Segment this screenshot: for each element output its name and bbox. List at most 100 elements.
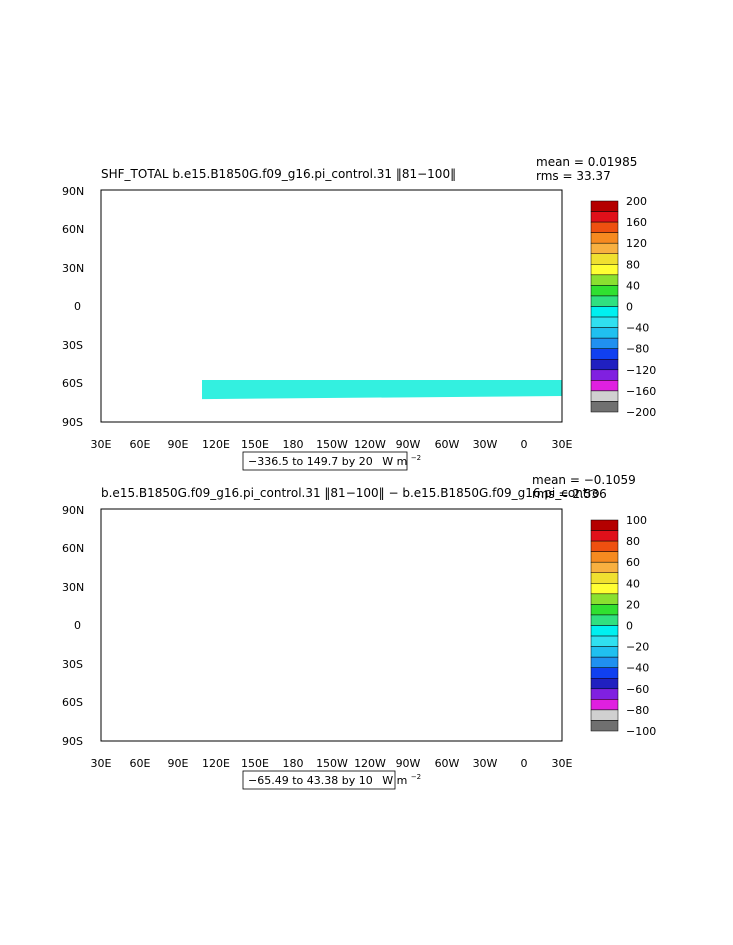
- lon-label: 90E: [168, 438, 189, 451]
- colorbar-swatch: [590, 583, 619, 595]
- map-field: [101, 509, 562, 741]
- svg-text:−65.49 to 43.38 by 10: −65.49 to 43.38 by 10 W m −2: [248, 773, 421, 787]
- lat-label: 30S: [62, 339, 83, 352]
- colorbar-label: −80: [626, 704, 649, 717]
- colorbar-swatch: [590, 604, 619, 616]
- colorbar-swatch: [590, 646, 619, 658]
- colorbar-swatch: [590, 253, 619, 265]
- colorbar-label: 0: [626, 620, 633, 633]
- lon-label: 30E: [91, 757, 112, 770]
- lon-label: 60E: [130, 438, 151, 451]
- colorbar-swatch: [590, 316, 619, 328]
- svg-text:−336.5 to 149.7 by 20: −336.5 to 149.7 by 20 W m −2: [248, 454, 421, 468]
- mean-stat: mean = −0.1059: [532, 473, 636, 487]
- colorbar-swatch: [590, 688, 619, 700]
- colorbar-swatch: [590, 519, 619, 531]
- colorbar-label: −200: [626, 406, 656, 419]
- colorbar-label: 80: [626, 258, 640, 271]
- colorbar-label: −160: [626, 385, 656, 398]
- lat-label: 30N: [62, 262, 84, 275]
- colorbar-swatch: [590, 614, 619, 626]
- contour-info-box: −65.49 to 43.38 by 10 W m −2: [242, 770, 421, 790]
- units-exponent: −2: [411, 454, 421, 462]
- units: W m: [382, 455, 407, 468]
- colorbar-label: −40: [626, 662, 649, 675]
- lat-label: 0: [74, 300, 81, 313]
- map-field: [202, 380, 562, 422]
- colorbar-swatch: [590, 285, 619, 297]
- panel-title: b.e15.B1850G.f09_g16.pi_control.31 ‖81−1…: [101, 486, 600, 500]
- lat-label: 60N: [62, 223, 84, 236]
- lat-label: 90N: [62, 504, 84, 517]
- colorbar-swatch: [590, 709, 619, 721]
- lon-label: 90W: [396, 757, 421, 770]
- mean-stat: mean = 0.01985: [536, 155, 637, 169]
- lon-label: 90E: [168, 757, 189, 770]
- colorbar-swatch: [590, 401, 619, 413]
- colorbar-swatch: [590, 625, 619, 637]
- lon-label: 0: [521, 757, 528, 770]
- colorbar-swatch: [590, 720, 619, 732]
- lon-axis: 30E 60E 90E 120E 150E 180 150W 120W 90W …: [91, 757, 573, 770]
- lon-label: 150W: [316, 757, 348, 770]
- colorbar-label: −80: [626, 343, 649, 356]
- colorbar-swatch: [590, 572, 619, 584]
- colorbar: 200 160 120 80 40 0 −40 −80 −120 −160 −200: [590, 195, 656, 419]
- lon-label: 30E: [552, 757, 573, 770]
- lat-label: 0: [74, 619, 81, 632]
- lon-label: 30W: [473, 757, 498, 770]
- colorbar-swatch: [590, 667, 619, 679]
- colorbar-swatch: [590, 656, 619, 668]
- colorbar-swatch: [590, 232, 619, 244]
- colorbar-swatch: [590, 221, 619, 233]
- colorbar-swatch: [590, 242, 619, 254]
- colorbar-swatch: [590, 200, 619, 212]
- colorbar-label: −20: [626, 641, 649, 654]
- colorbar-label: 120: [626, 237, 647, 250]
- lon-label: 0: [521, 438, 528, 451]
- colorbar-swatch: [590, 211, 619, 223]
- lon-label: 150E: [241, 438, 269, 451]
- colorbar-swatch: [590, 540, 619, 552]
- lon-label: 120E: [202, 438, 230, 451]
- lat-label: 90S: [62, 735, 83, 748]
- lon-label: 30W: [473, 438, 498, 451]
- lon-label: 150E: [241, 757, 269, 770]
- map-panel-2: b.e15.B1850G.f09_g16.pi_control.31 ‖81−1…: [62, 473, 656, 790]
- contour-range: −65.49 to 43.38 by 10: [248, 774, 373, 787]
- colorbar-label: 160: [626, 216, 647, 229]
- lon-label: 120E: [202, 757, 230, 770]
- lat-axis: 90N 60N 30N 0 30S 60S 90S: [62, 504, 84, 748]
- lon-axis: 30E 60E 90E 120E 150E 180 150W 120W 90W …: [91, 438, 573, 451]
- lon-label: 30E: [552, 438, 573, 451]
- colorbar-swatch: [590, 306, 619, 318]
- lon-label: 180: [283, 438, 304, 451]
- colorbar-swatch: [590, 348, 619, 360]
- lon-label: 60W: [435, 757, 460, 770]
- lat-label: 90S: [62, 416, 83, 429]
- colorbar-label: −60: [626, 683, 649, 696]
- lon-label: 120W: [354, 757, 386, 770]
- lat-label: 30N: [62, 581, 84, 594]
- colorbar-label: 200: [626, 195, 647, 208]
- colorbar-swatch: [590, 295, 619, 307]
- lat-label: 90N: [62, 185, 84, 198]
- colorbar-swatch: [590, 561, 619, 574]
- colorbar-label: −100: [626, 725, 656, 738]
- panel-title: SHF_TOTAL b.e15.B1850G.f09_g16.pi_contro…: [101, 167, 456, 181]
- lat-label: 60N: [62, 542, 84, 555]
- colorbar-swatch: [590, 593, 619, 605]
- rms-stat: rms = 33.37: [536, 169, 611, 183]
- units: W m: [382, 774, 407, 787]
- colorbar-swatch: [590, 369, 619, 381]
- lon-label: 60W: [435, 438, 460, 451]
- lon-label: 30E: [91, 438, 112, 451]
- colorbar-label: 40: [626, 577, 640, 590]
- colorbar-label: 100: [626, 514, 647, 527]
- colorbar-swatch: [590, 390, 619, 402]
- colorbar-swatch: [590, 327, 619, 339]
- colorbar-swatch: [590, 264, 619, 276]
- colorbar-swatch: [590, 337, 619, 349]
- units-exponent: −2: [411, 773, 421, 781]
- colorbar-swatch: [590, 699, 619, 711]
